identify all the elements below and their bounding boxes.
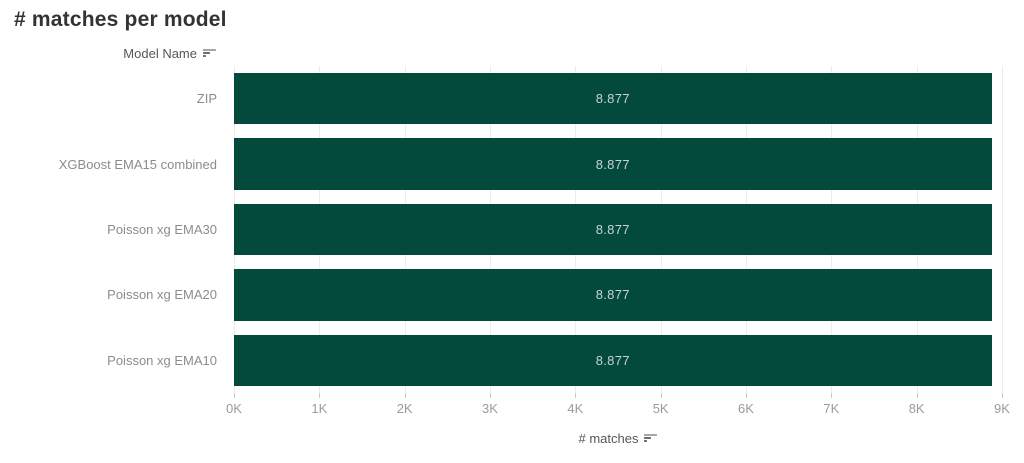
- axis-tick-mark: [660, 393, 662, 398]
- axis-tick-mark: [575, 393, 577, 398]
- row-label[interactable]: XGBoost EMA15 combined: [58, 156, 217, 172]
- axis-tick-label: 2K: [396, 401, 413, 416]
- bar[interactable]: 8.877: [234, 203, 992, 256]
- axis-tick-label: 4K: [567, 401, 584, 416]
- axis-tick-label: 8K: [908, 401, 925, 416]
- axis-tick-label: 0K: [226, 401, 242, 416]
- axis-tick-label: 9K: [994, 401, 1010, 416]
- row-labels: ZIP XGBoost EMA15 combined Poisson xg EMA3…: [0, 66, 226, 393]
- axis-tick-label: 6K: [738, 401, 754, 416]
- bar[interactable]: 8.877: [234, 334, 992, 387]
- bar-row: 8.877: [234, 328, 1002, 393]
- row-label[interactable]: Poisson xg EMA30: [107, 222, 217, 238]
- bar-value-label: 8.877: [595, 91, 630, 107]
- bar[interactable]: 8.877: [234, 269, 992, 321]
- bar-value-label: 8.877: [595, 222, 630, 238]
- gridline: [1002, 66, 1003, 393]
- bar-value-label: 8.877: [595, 352, 630, 368]
- axis-tick-label: 5K: [652, 401, 669, 416]
- axis-tick-mark: [404, 393, 406, 398]
- y-axis-header[interactable]: Model Name: [0, 44, 216, 62]
- bar-row: 8.877: [234, 262, 1002, 327]
- bar-row: 8.877: [234, 66, 1002, 131]
- axis-tick-mark: [319, 393, 321, 398]
- bar-row: 8.877: [234, 131, 1002, 196]
- axis-tick-mark: [916, 393, 918, 398]
- row-label[interactable]: Poisson xg EMA10: [107, 352, 217, 368]
- x-axis-title-label: # matches: [578, 430, 639, 446]
- axis-tick-label: 3K: [482, 401, 498, 416]
- axis-tick-mark: [490, 393, 491, 398]
- axis-tick-mark: [746, 393, 747, 398]
- axis-tick-mark: [1002, 393, 1003, 398]
- sort-descending-icon[interactable]: [203, 49, 216, 57]
- bar-value-label: 8.877: [595, 156, 630, 172]
- y-axis-header-label: Model Name: [123, 45, 197, 61]
- bar-row: 8.877: [234, 197, 1002, 262]
- bar-rows: 8.877 8.877 8.877 8.877 8.877: [234, 66, 1002, 393]
- bar-value-label: 8.877: [595, 287, 630, 303]
- x-axis-title[interactable]: # matches: [234, 429, 1002, 447]
- sort-descending-icon[interactable]: [644, 434, 658, 442]
- bar[interactable]: 8.877: [234, 138, 992, 190]
- axis-tick-mark: [831, 393, 833, 398]
- plot-area: 8.877 8.877 8.877 8.877 8.877: [234, 66, 1003, 393]
- row-label[interactable]: Poisson xg EMA20: [107, 287, 217, 303]
- axis-tick-label: 7K: [823, 401, 840, 416]
- axis-tick-label: 1K: [311, 401, 328, 416]
- chart-title: # matches per model: [14, 8, 227, 31]
- axis-tick-mark: [234, 393, 235, 398]
- axis-ticks: [234, 393, 1003, 398]
- bar[interactable]: 8.877: [234, 73, 992, 125]
- tick-labels: 0K 1K 2K 3K 4K 5K 6K 7K 8K 9K: [226, 401, 1010, 417]
- row-label[interactable]: ZIP: [196, 91, 217, 107]
